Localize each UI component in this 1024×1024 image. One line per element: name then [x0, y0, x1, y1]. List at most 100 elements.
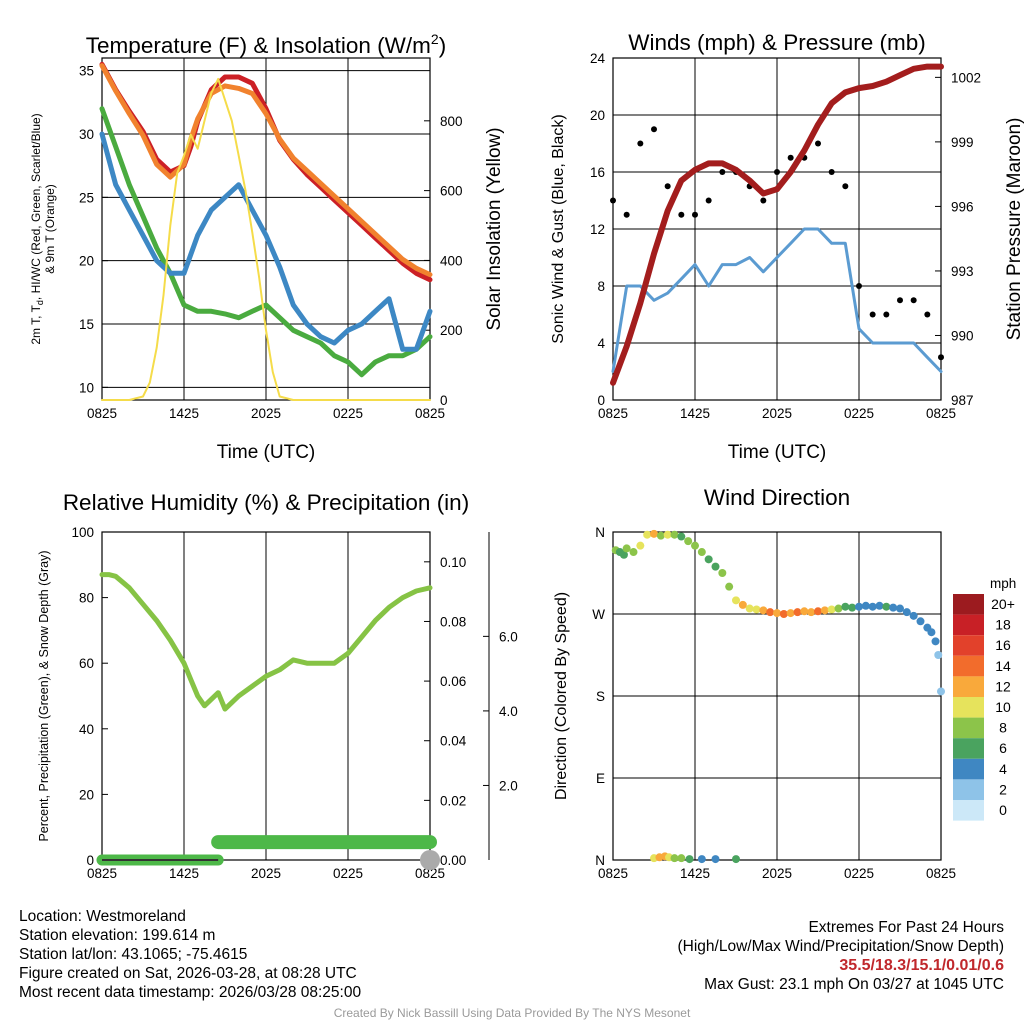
humidity-ytick-label: 80 [79, 591, 94, 606]
winds-series-gust-point [678, 211, 685, 218]
direction-xtick-label: 1425 [680, 866, 710, 881]
direction-point [691, 541, 699, 550]
temperature-series-9m-t [99, 63, 433, 278]
direction-ytick-label: N [595, 525, 605, 540]
direction-ytick-label: N [595, 853, 605, 868]
direction-point [882, 602, 891, 611]
direction-point [629, 548, 638, 557]
direction-point [937, 687, 945, 696]
winds-ylabel: Sonic Wind & Gust (Blue, Black) [550, 114, 567, 343]
recent-data-text: Most recent data timestamp: 2026/03/28 0… [19, 984, 362, 1001]
temperature-ytick-label: 20 [79, 254, 94, 269]
winds-xtick-label: 1425 [680, 406, 710, 421]
winds-series-gust-point [760, 197, 767, 204]
winds-series-gust-point [787, 154, 794, 161]
elevation-text: Station elevation: 199.614 m [19, 927, 216, 944]
direction-point [732, 596, 740, 605]
direction-point [663, 530, 672, 539]
direction-point [934, 651, 943, 659]
winds-series-gust-point [719, 169, 726, 175]
direction-point [619, 550, 628, 559]
winds-ytick-label: 4 [597, 336, 605, 351]
colorbar-swatch [953, 758, 984, 780]
colorbar-label: 2 [999, 781, 1007, 797]
direction-point [636, 541, 645, 550]
colorbar-swatch [953, 738, 984, 759]
direction-point [827, 605, 836, 614]
winds-xlabel: Time (UTC) [728, 442, 827, 463]
colorbar-label: 18 [995, 617, 1011, 633]
pressure-y2tick-label: 987 [951, 393, 974, 408]
temperature-series-solar-insolation [101, 77, 431, 401]
insolation-y2tick-label: 800 [440, 114, 463, 129]
humidity-chart-title: Relative Humidity (%) & Precipitation (i… [63, 490, 469, 515]
winds-series-gust-point [774, 169, 780, 175]
direction-point [868, 602, 877, 611]
temperature-series-hi-wc [99, 131, 433, 352]
direction-point [927, 628, 936, 637]
winds-xtick-label: 2025 [762, 406, 792, 421]
temperature-xtick-label: 0825 [415, 406, 445, 421]
direction-point [643, 530, 652, 539]
colorbar-swatch [953, 779, 984, 800]
colorbar-label: 14 [995, 658, 1011, 674]
direction-point [793, 608, 802, 617]
colorbar-label: 0 [999, 802, 1007, 818]
direction-point [684, 537, 693, 546]
temperature-ytick-label: 10 [79, 380, 94, 395]
humidity-ytick-label: 0 [86, 853, 94, 868]
direction-point [773, 609, 781, 618]
direction-point [800, 607, 809, 616]
winds-ytick-label: 24 [590, 51, 606, 66]
precip-y2tick-label: 0.08 [440, 614, 466, 629]
direction-point [896, 604, 904, 613]
direction-point [718, 569, 727, 577]
extremes-legend: (High/Low/Max Wind/Precipitation/Snow De… [677, 938, 1005, 955]
direction-point [622, 544, 631, 553]
temperature-series-dewpoint [99, 106, 433, 378]
pressure-y2tick-label: 993 [951, 264, 974, 279]
direction-point [889, 603, 898, 612]
colorbar-label: 8 [999, 720, 1007, 736]
colorbar-swatch [953, 800, 984, 821]
insolation-y2tick-label: 600 [440, 184, 463, 199]
snow-y2tick-label: 4.0 [499, 704, 518, 719]
colorbar-label: 4 [999, 761, 1007, 777]
direction-point [814, 607, 822, 616]
winds-ytick-label: 20 [590, 108, 605, 123]
humidity-xtick-label: 0825 [87, 866, 117, 881]
temperature-ylabel-line2: & 9m T (Orange) [43, 184, 57, 274]
humidity-xtick-label: 0825 [415, 866, 445, 881]
winds-series-gust-point [938, 354, 944, 361]
humidity-xtick-label: 1425 [169, 866, 199, 881]
direction-point [711, 562, 720, 571]
station-info: Location: Westmoreland Station elevation… [19, 907, 361, 1002]
direction-xtick-label: 0225 [844, 866, 874, 881]
winds-series-gust-point [651, 126, 657, 133]
pressure-y2tick-label: 999 [951, 135, 974, 150]
direction-chart-title: Wind Direction [704, 485, 850, 510]
direction-point [931, 637, 940, 646]
temperature-ylabel-subscript: d [35, 300, 45, 305]
direction-point [875, 601, 884, 610]
winds-series-gust-point [897, 297, 903, 304]
direction-point [786, 609, 795, 618]
direction-point [861, 601, 870, 610]
winds-series-gust-point [924, 311, 931, 318]
direction-point [841, 602, 850, 611]
temperature-xlabel: Time (UTC) [217, 442, 316, 463]
extremes-title: Extremes For Past 24 Hours [808, 919, 1004, 936]
direction-ytick-label: S [596, 689, 605, 704]
temperature-ytick-label: 35 [79, 64, 94, 79]
winds-series-gust-point [869, 311, 876, 318]
precip-y2tick-label: 0.04 [440, 734, 467, 749]
colorbar-swatch [953, 635, 984, 656]
winds-chart: Winds (mph) & Pressure (mb) 0825 1425 2025 0… [550, 30, 1024, 463]
snow-y2tick-label: 6.0 [499, 629, 518, 644]
direction-point [759, 606, 768, 615]
latlon-text: Station lat/lon: 43.1065; -75.4615 [19, 946, 248, 963]
colorbar-title: mph [990, 576, 1016, 591]
direction-point [752, 605, 761, 614]
colorbar-label: 20+ [991, 596, 1015, 612]
